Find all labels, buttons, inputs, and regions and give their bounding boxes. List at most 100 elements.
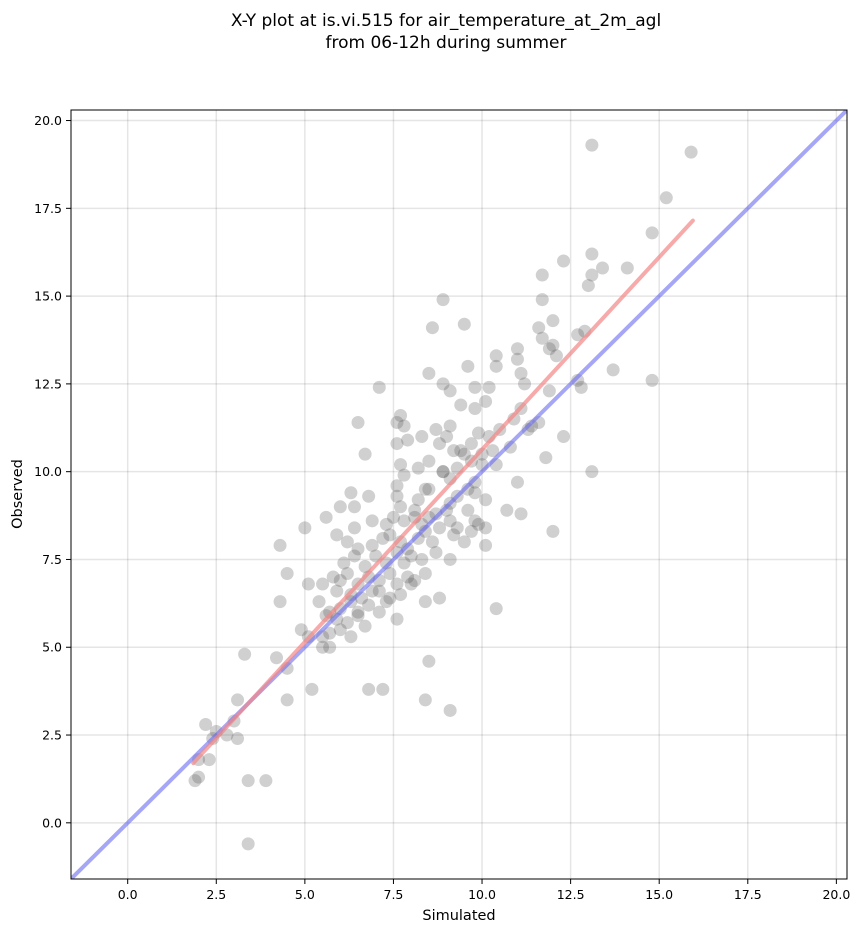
scatter-point [351,605,365,619]
scatter-point [344,486,358,500]
scatter-point [510,352,524,366]
scatter-point [422,654,436,668]
scatter-point [479,394,493,408]
scatter-point [532,321,546,335]
scatter-point [525,419,539,433]
scatter-point [585,268,599,282]
scatter-point [443,552,457,566]
scatter-point [645,373,659,387]
scatter-point [379,595,393,609]
scatter-point [411,531,425,545]
scatter-point [514,507,528,521]
scatter-point [312,595,326,609]
scatter-point [443,703,457,717]
scatter-point [372,605,386,619]
y-tick-label: 2.5 [42,728,62,743]
y-tick-label: 7.5 [42,552,62,567]
scatter-point [259,774,273,788]
scatter-point [386,510,400,524]
scatter-point [390,416,404,430]
scatter-point [422,366,436,380]
scatter-point [645,226,659,240]
scatter-point [447,528,461,542]
identity-line [71,110,847,879]
scatter-point [486,444,500,458]
scatter-point [358,559,372,573]
scatter-point [606,363,620,377]
scatter-point [585,465,599,479]
scatter-point [503,440,517,454]
x-axis-label: Simulated [422,908,495,924]
scatter-point [347,521,361,535]
y-axis-label: Observed [10,459,26,529]
x-tick-label: 2.5 [206,887,226,902]
fit-lines [71,110,847,879]
scatter-point [305,682,319,696]
scatter-point [436,465,450,479]
scatter-point [425,321,439,335]
x-tick-label: 5.0 [295,887,315,902]
y-tick-label: 5.0 [42,640,62,655]
scatter-point [273,595,287,609]
x-tick-label: 15.0 [645,887,673,902]
scatter-point [347,500,361,514]
scatter-point [408,574,422,588]
scatter-point [440,430,454,444]
scatter-point [376,531,390,545]
scatter-point [464,524,478,538]
scatter-point [397,419,411,433]
scatter-point [394,500,408,514]
scatter-point [323,626,337,640]
scatter-point [333,623,347,637]
scatter-point [433,521,447,535]
y-tick-label: 17.5 [34,201,62,216]
scatter-point [620,261,634,275]
scatter-point [479,521,493,535]
scatter-point [379,517,393,531]
scatter-point [418,693,432,707]
scatter-point [457,535,471,549]
scatter-point [390,479,404,493]
x-tick-label: 0.0 [118,887,138,902]
scatter-point [202,753,216,767]
scatter-point [270,651,284,665]
x-axis-ticks: 0.0 2.5 5.0 7.5 10.0 12.5 15.0 17.5 20.0 [118,879,850,902]
scatter-point [422,454,436,468]
scatter-point [489,359,503,373]
scatter-point [500,503,514,517]
y-tick-label: 15.0 [34,289,62,304]
scatter-point [535,331,549,345]
scatter-point [192,770,206,784]
scatter-point [464,437,478,451]
scatter-point [376,682,390,696]
scatter-point [298,521,312,535]
scatter-point [397,468,411,482]
scatter-point [362,682,376,696]
scatter-point [326,570,340,584]
scatter-point [468,401,482,415]
scatter-point [514,366,528,380]
scatter-point [280,693,294,707]
scatter-point [401,570,415,584]
scatter-point [340,535,354,549]
y-axis-ticks: 0.0 2.5 5.0 7.5 10.0 12.5 15.0 17.5 20.0 [34,113,71,830]
y-tick-label: 10.0 [34,464,62,479]
scatter-point [571,328,585,342]
scatter-point [383,591,397,605]
scatter-point [347,549,361,563]
scatter-point [362,598,376,612]
scatter-point [397,556,411,570]
scatter-point [535,268,549,282]
scatter-point [489,602,503,616]
scatter-point [362,489,376,503]
scatter-point [542,384,556,398]
scatter-point [433,591,447,605]
scatter-point [238,647,252,661]
scatter-point [659,191,673,205]
scatter-point [429,545,443,559]
scatter-point [468,380,482,394]
scatter-point [535,293,549,307]
plot-frame [70,109,848,880]
scatter-point [454,398,468,412]
scatter-point [330,528,344,542]
